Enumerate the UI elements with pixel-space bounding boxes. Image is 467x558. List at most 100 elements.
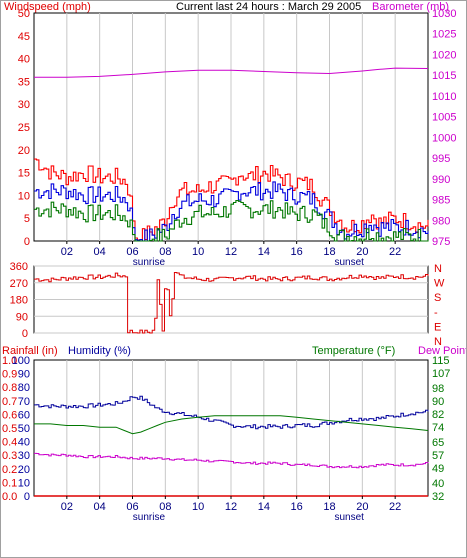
humidity-axis-label: Humidity (%) [68,345,131,357]
x-tick-label: 08 [159,501,171,513]
windspeed-tick-label: 25 [18,122,30,134]
barometer-tick-label: 1020 [432,49,456,61]
x-tick-label: 20 [356,501,368,513]
rainfall-axis-label: Rainfall (in) [2,345,58,357]
compass-tick-label: E [434,321,441,333]
rainfall-tick-label: 0.7 [2,396,17,408]
direction-line [34,272,429,334]
barometer-tick-label: 1010 [432,91,456,103]
rainfall-tick-label: 0.8 [2,382,17,394]
temperature-tick-label: 40 [432,478,444,490]
windspeed-tick-label: 40 [18,54,30,66]
humidity-tick-label: 70 [18,396,30,408]
x-tick-label: 08 [159,246,171,258]
windspeed-tick-label: 10 [18,190,30,202]
x-tick-label: 18 [323,246,335,258]
x-tick-label: 02 [61,501,73,513]
temperature-tick-label: 49 [432,463,444,475]
windspeed-tick-label: 35 [18,76,30,88]
x-tick-label: 22 [389,246,401,258]
x-tick-label: 06 [126,246,138,258]
x-tick-label: 10 [192,246,204,258]
wind-panel: 0510152025303540455097598098599099510001… [18,8,457,268]
temperature-tick-label: 57 [432,450,444,462]
windspeed-tick-label: 15 [18,168,30,180]
x-tick-label: 12 [225,501,237,513]
barometer-tick-label: 1030 [432,8,456,20]
wind_low-line [34,199,429,242]
temperature-axis-label: Temperature (°F) [312,345,395,357]
humidity-tick-label: 30 [18,450,30,462]
x-tick-label: 04 [94,246,106,258]
temperature-tick-label: 65 [432,437,444,449]
x-tick-label: 18 [323,501,335,513]
humidity-tick-label: 50 [18,423,30,435]
humidity-panel: 0.0 00.1 100.2 200.3 300.4 400.5 500.6 600.7 700… [2,355,450,523]
barometer-tick-label: 980 [432,215,450,227]
humidity-tick-label: 40 [18,437,30,449]
humidity-tick-label: 90 [18,369,30,381]
chart-title: Current last 24 hours : March 29 2005 [176,1,361,13]
sun-event-label: sunset [334,512,364,523]
sun-event-label: sunset [334,257,364,268]
barometer-tick-label: 1005 [432,112,456,124]
x-tick-label: 22 [389,501,401,513]
humidity-tick-label: 100 [12,355,30,367]
x-tick-label: 02 [61,246,73,258]
windspeed-axis-label: Windspeed (mph) [4,1,91,13]
barometer-line [34,67,429,78]
rainfall-tick-label: 0.3 [2,450,17,462]
barometer-tick-label: 1025 [432,29,456,41]
dewpoint-axis-label: Dew Point [418,345,467,357]
x-tick-label: 04 [94,501,106,513]
x-tick-label: 14 [258,501,270,513]
rainfall-tick-label: 0.0 [2,491,17,503]
compass-tick-label: - [434,307,438,319]
temperature-tick-label: 32 [432,491,444,503]
barometer-tick-label: 995 [432,153,450,165]
rainfall-tick-label: 0.6 [2,409,17,421]
x-tick-label: 12 [225,246,237,258]
temperature-tick-label: 115 [432,355,450,367]
windspeed-tick-label: 45 [18,31,30,43]
rainfall-tick-label: 0.4 [2,437,17,449]
direction-tick-label: 180 [10,295,28,307]
windspeed-tick-label: 0 [24,236,30,248]
humidity-tick-label: 80 [18,382,30,394]
rainfall-tick-label: 0.2 [2,464,17,476]
dewpoint-line [34,452,429,469]
humidity-tick-label: 20 [18,464,30,476]
barometer-axis-label: Barometer (mb) [372,1,449,13]
humidity-tick-label: 0 [24,491,30,503]
compass-tick-label: N [434,263,442,275]
barometer-tick-label: 1015 [432,70,456,82]
rainfall-tick-label: 0.5 [2,423,17,435]
windspeed-tick-label: 50 [18,8,30,20]
barometer-tick-label: 1000 [432,132,456,144]
x-tick-label: 20 [356,246,368,258]
compass-tick-label: S [434,292,441,304]
direction-tick-label: 0 [22,328,28,340]
direction-tick-label: 90 [16,311,28,323]
sun-event-label: sunrise [133,512,166,523]
compass-tick-label: W [434,278,445,290]
humidity-tick-label: 10 [18,477,30,489]
x-tick-label: 16 [291,246,303,258]
direction-tick-label: 270 [10,278,28,290]
compass-tick-label: N [434,336,442,348]
barometer-tick-label: 990 [432,174,450,186]
barometer-tick-label: 985 [432,195,450,207]
temperature-tick-label: 98 [432,383,444,395]
humidity-line [34,395,429,430]
temperature-tick-label: 90 [432,396,444,408]
humidity-tick-label: 60 [18,409,30,421]
direction-tick-label: 360 [10,261,28,273]
rainfall-tick-label: 0.9 [2,369,17,381]
temperature-tick-label: 82 [432,409,444,421]
windspeed-tick-label: 20 [18,145,30,157]
x-tick-label: 16 [291,501,303,513]
wind_mid-line [34,181,429,242]
